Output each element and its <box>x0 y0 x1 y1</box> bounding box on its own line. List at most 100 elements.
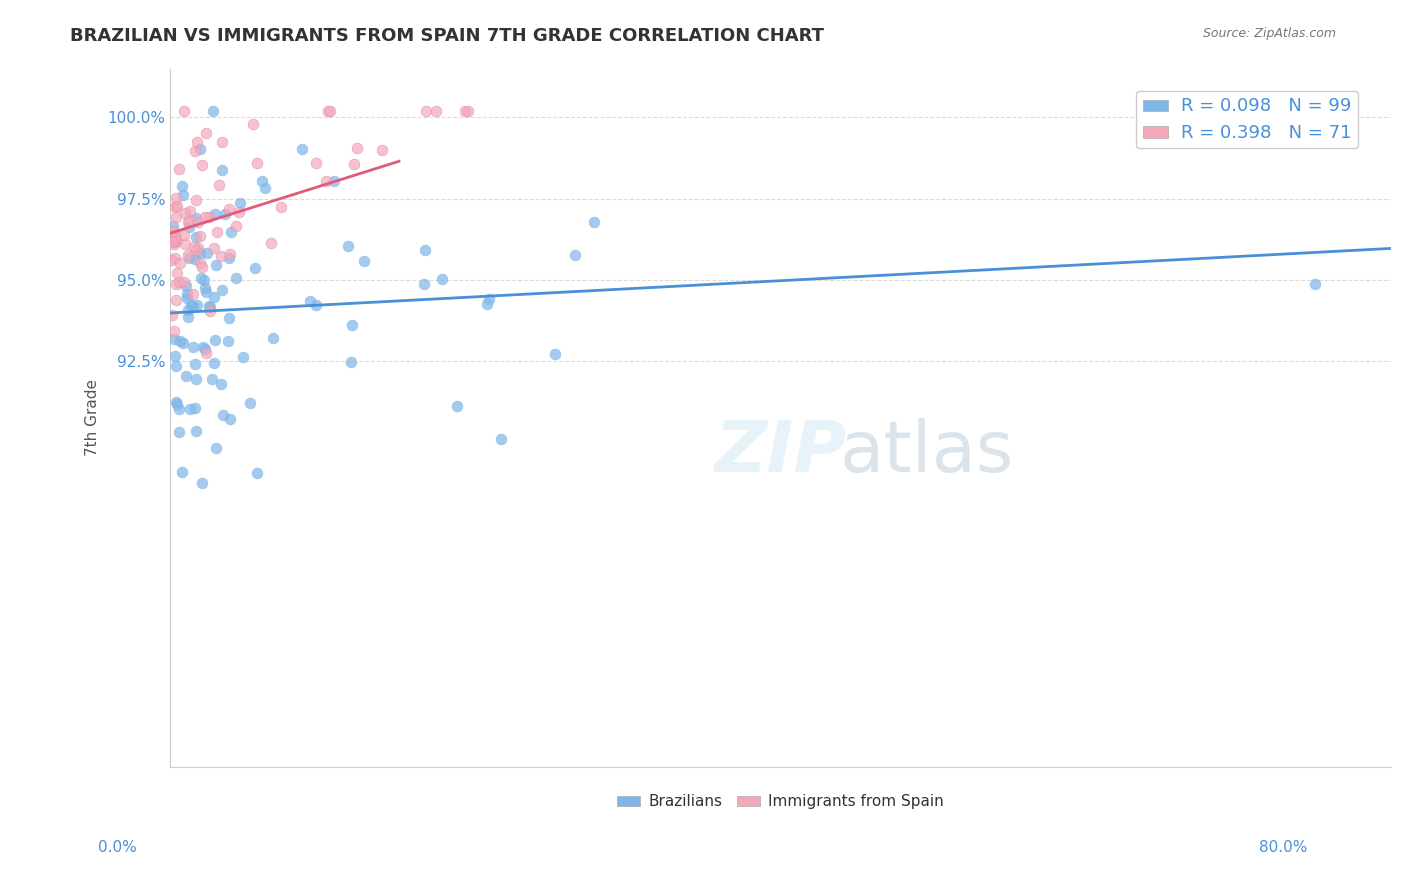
Point <box>198 210 221 224</box>
Point <box>165 395 187 409</box>
Point <box>191 158 214 172</box>
Point <box>165 230 187 244</box>
Point <box>225 271 247 285</box>
Text: Source: ZipAtlas.com: Source: ZipAtlas.com <box>1202 27 1336 40</box>
Point <box>413 277 436 291</box>
Point <box>163 235 186 249</box>
Point <box>204 333 226 347</box>
Point <box>177 310 200 325</box>
Point <box>169 334 191 348</box>
Point <box>337 238 360 252</box>
Point <box>202 356 225 370</box>
Point <box>191 260 214 274</box>
Point <box>370 144 392 158</box>
Point <box>163 251 186 265</box>
Point <box>176 215 198 229</box>
Point <box>242 117 264 131</box>
Point <box>169 256 191 270</box>
Point <box>243 260 266 275</box>
Point <box>475 297 498 311</box>
Legend: Brazilians, Immigrants from Spain: Brazilians, Immigrants from Spain <box>612 789 949 815</box>
Point <box>346 141 368 155</box>
Point <box>184 401 207 415</box>
Point <box>163 350 186 364</box>
Point <box>205 258 228 272</box>
Point <box>202 290 225 304</box>
Point <box>194 280 217 294</box>
Text: 0.0%: 0.0% <box>98 840 138 855</box>
Point <box>198 304 221 318</box>
Point <box>174 369 197 384</box>
Point <box>167 162 190 177</box>
Point <box>180 298 202 312</box>
Point <box>172 188 194 202</box>
Point <box>246 156 269 170</box>
Point <box>179 213 201 227</box>
Point <box>229 195 252 210</box>
Point <box>179 219 201 234</box>
Point <box>172 335 194 350</box>
Point <box>262 331 284 345</box>
Point <box>187 241 209 255</box>
Point <box>173 205 195 219</box>
Point <box>167 425 190 439</box>
Text: ZIP: ZIP <box>714 418 846 487</box>
Point <box>183 252 205 266</box>
Point <box>221 225 243 239</box>
Point <box>183 287 205 301</box>
Point <box>163 228 186 243</box>
Point <box>202 241 225 255</box>
Y-axis label: 7th Grade: 7th Grade <box>86 379 100 457</box>
Point <box>166 199 188 213</box>
Point <box>179 251 201 265</box>
Point <box>183 340 205 354</box>
Point <box>209 248 232 262</box>
Point <box>191 476 214 491</box>
Point <box>305 298 328 312</box>
Point <box>165 191 187 205</box>
Point <box>322 174 344 188</box>
Point <box>163 324 186 338</box>
Point <box>195 346 218 360</box>
Point <box>179 401 201 416</box>
Point <box>165 359 187 374</box>
Point <box>186 135 208 149</box>
Point <box>188 142 211 156</box>
Point <box>184 357 207 371</box>
Point <box>162 224 184 238</box>
Point <box>184 372 207 386</box>
Point <box>184 194 207 208</box>
Point <box>165 293 187 308</box>
Point <box>246 467 269 481</box>
Point <box>166 266 188 280</box>
Point <box>184 424 207 438</box>
Point <box>207 178 229 193</box>
Text: atlas: atlas <box>839 418 1014 487</box>
Point <box>252 174 274 188</box>
Point <box>160 235 183 249</box>
Point <box>198 299 221 313</box>
Point <box>186 243 208 257</box>
Point <box>218 251 240 265</box>
Point <box>204 441 226 455</box>
Point <box>457 103 479 118</box>
Point <box>202 103 225 118</box>
Point <box>188 229 211 244</box>
Point <box>260 236 283 251</box>
Point <box>176 303 198 318</box>
Point <box>298 293 321 308</box>
Point <box>254 181 277 195</box>
Point <box>173 275 195 289</box>
Point <box>186 211 208 226</box>
Point <box>582 215 605 229</box>
Point <box>195 285 218 299</box>
Text: BRAZILIAN VS IMMIGRANTS FROM SPAIN 7TH GRADE CORRELATION CHART: BRAZILIAN VS IMMIGRANTS FROM SPAIN 7TH G… <box>70 27 824 45</box>
Point <box>188 245 211 260</box>
Point <box>218 310 240 325</box>
Point <box>1303 277 1326 292</box>
Point <box>160 252 183 267</box>
Point <box>212 408 235 422</box>
Point <box>170 465 193 479</box>
Point <box>305 156 328 170</box>
Point <box>413 243 436 257</box>
